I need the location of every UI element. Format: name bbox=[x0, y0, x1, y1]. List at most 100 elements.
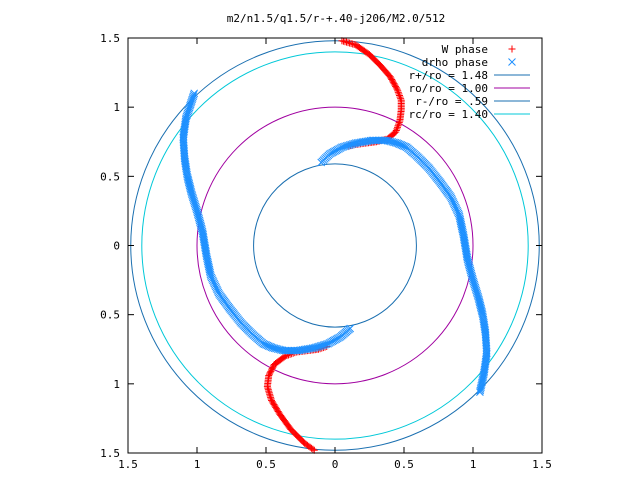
data-point bbox=[388, 138, 397, 146]
data-point bbox=[477, 306, 486, 314]
data-point bbox=[350, 139, 359, 148]
data-point bbox=[479, 370, 488, 379]
x-tick-label: 0 bbox=[332, 458, 339, 471]
data-point bbox=[267, 343, 276, 352]
axis-ticks: 1.5 1 0.5 0 0.5 1 1.51.510.500.511.5 bbox=[100, 32, 552, 471]
data-point bbox=[382, 136, 390, 145]
data-point bbox=[186, 186, 195, 194]
data-point bbox=[275, 345, 284, 354]
data-point bbox=[199, 230, 207, 239]
data-point bbox=[264, 342, 273, 350]
data-point bbox=[463, 252, 471, 261]
data-point bbox=[202, 251, 211, 259]
data-point bbox=[456, 216, 465, 224]
data-point bbox=[262, 341, 270, 349]
x-tick-label: 0.5 bbox=[256, 458, 276, 471]
data-point bbox=[459, 232, 468, 240]
data-point bbox=[461, 241, 470, 250]
data-point bbox=[474, 292, 482, 301]
data-point bbox=[188, 190, 196, 199]
legend-entry: W phase bbox=[442, 43, 516, 56]
data-point bbox=[189, 196, 198, 205]
data-point bbox=[461, 239, 469, 248]
data-point bbox=[394, 139, 403, 148]
data-point bbox=[460, 233, 468, 242]
data-point bbox=[478, 378, 486, 387]
data-point bbox=[476, 385, 485, 393]
data-point bbox=[185, 180, 194, 188]
data-point bbox=[395, 92, 403, 100]
data-point bbox=[201, 243, 209, 252]
x-tick-label: 0.5 bbox=[394, 458, 414, 471]
data-point bbox=[476, 303, 485, 311]
y-tick-label: 0 bbox=[113, 240, 120, 253]
data-point bbox=[394, 122, 402, 130]
data-point bbox=[396, 117, 404, 125]
data-point bbox=[200, 240, 209, 248]
data-point bbox=[200, 241, 209, 250]
data-point bbox=[201, 244, 210, 253]
data-point bbox=[204, 260, 213, 269]
data-point bbox=[394, 87, 402, 95]
data-point bbox=[470, 282, 479, 290]
data-point bbox=[479, 372, 488, 380]
data-point bbox=[395, 120, 403, 128]
data-point bbox=[395, 119, 403, 127]
data-point bbox=[206, 268, 214, 277]
data-point bbox=[471, 285, 480, 293]
data-point bbox=[386, 137, 395, 146]
data-point bbox=[385, 137, 394, 146]
data-point bbox=[457, 219, 465, 227]
data-point bbox=[189, 193, 197, 202]
data-point bbox=[396, 93, 404, 101]
data-point bbox=[191, 202, 200, 211]
data-point bbox=[280, 346, 288, 355]
data-point bbox=[278, 346, 287, 355]
data-point bbox=[201, 246, 210, 255]
data-point bbox=[205, 267, 214, 275]
data-point bbox=[203, 257, 212, 266]
data-point bbox=[477, 304, 486, 313]
y-tick-label: 1.5 bbox=[100, 447, 120, 460]
data-point bbox=[185, 181, 194, 190]
chart-title: m2/n1.5/q1.5/r-+.40-j206/M2.0/512 bbox=[227, 12, 446, 25]
x-tick-label: 1 bbox=[470, 458, 477, 471]
data-point bbox=[190, 199, 199, 208]
data-point bbox=[184, 175, 192, 184]
data-point bbox=[281, 346, 290, 355]
data-point bbox=[188, 192, 197, 200]
data-point bbox=[460, 235, 468, 243]
data-point bbox=[460, 238, 469, 247]
data-point bbox=[193, 207, 201, 215]
legend-label: rc/ro = 1.40 bbox=[409, 108, 488, 121]
data-point bbox=[472, 286, 481, 295]
circle-3 bbox=[141, 51, 529, 440]
data-point bbox=[191, 201, 200, 209]
data-point bbox=[475, 297, 484, 305]
data-point bbox=[199, 232, 208, 241]
data-point bbox=[200, 238, 209, 247]
data-point bbox=[199, 234, 208, 242]
data-point bbox=[268, 398, 276, 406]
data-point bbox=[460, 236, 469, 245]
data-point bbox=[311, 343, 320, 352]
data-point bbox=[478, 375, 487, 384]
data-point bbox=[391, 138, 400, 147]
data-point bbox=[206, 270, 215, 279]
data-point bbox=[273, 345, 282, 353]
data-point bbox=[461, 243, 470, 251]
y-tick-label: 1.5 bbox=[100, 32, 120, 45]
data-point bbox=[202, 252, 211, 261]
data-point bbox=[186, 183, 194, 191]
data-point bbox=[184, 178, 193, 187]
data-point bbox=[266, 342, 274, 351]
data-point bbox=[456, 217, 465, 226]
data-point bbox=[206, 272, 215, 280]
legend-entry: drho phase bbox=[422, 56, 516, 69]
data-point bbox=[471, 283, 480, 292]
data-point bbox=[276, 345, 285, 354]
data-point bbox=[393, 123, 401, 131]
data-point bbox=[181, 117, 190, 126]
